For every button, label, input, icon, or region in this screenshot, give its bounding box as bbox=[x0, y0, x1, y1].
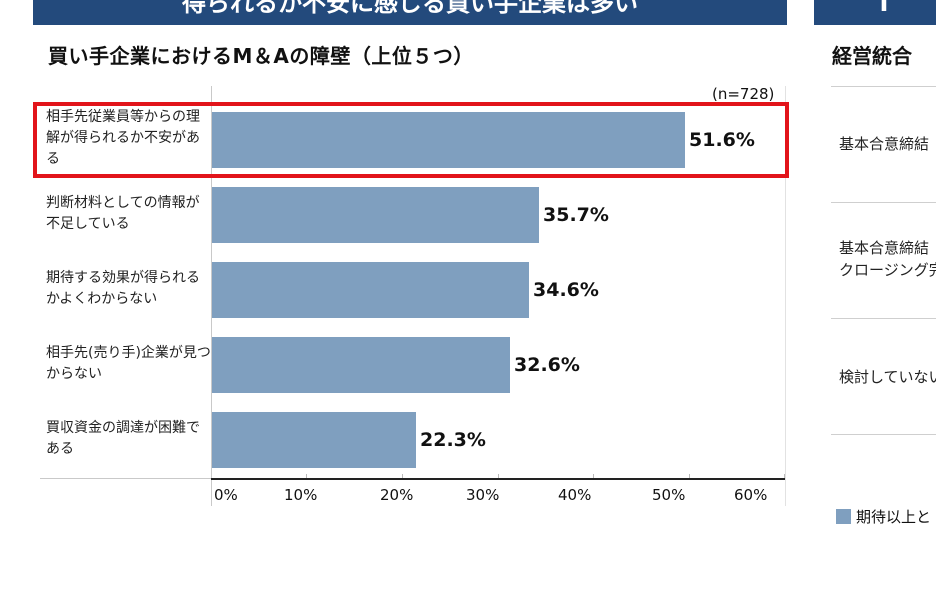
right-row-label: 検討していない bbox=[839, 368, 936, 386]
x-tick bbox=[593, 474, 594, 478]
category-label: 期待する効果が得られるかよくわからない bbox=[46, 270, 200, 307]
bar bbox=[212, 412, 416, 468]
sample-size-label: (n=728) bbox=[712, 85, 775, 103]
right-chart-title: 経営統合 bbox=[832, 44, 912, 68]
x-tick bbox=[689, 474, 690, 478]
right-border-line bbox=[785, 86, 786, 506]
axis-extension-line bbox=[40, 478, 211, 479]
highlight-box bbox=[33, 102, 789, 178]
bar-value-label: 35.7% bbox=[543, 204, 609, 226]
bar bbox=[212, 112, 685, 168]
x-tick-label: 10% bbox=[284, 486, 318, 504]
bar-value-label: 32.6% bbox=[514, 354, 580, 376]
bar-value-label: 34.6% bbox=[533, 279, 599, 301]
chart-title: 買い手企業におけるM＆Aの障壁（上位５つ） bbox=[48, 44, 474, 68]
category-label: 相手先(売り手)企業が見つからない bbox=[46, 345, 211, 382]
legend-label: 期待以上と bbox=[856, 508, 932, 526]
x-tick bbox=[402, 474, 403, 478]
x-tick-label: 0% bbox=[214, 486, 238, 504]
x-tick bbox=[784, 474, 785, 478]
bar bbox=[212, 187, 539, 243]
category-label: 相手先従業員等からの理解が得られるか不安がある bbox=[46, 109, 200, 167]
x-axis-line bbox=[211, 478, 785, 480]
x-tick-label: 40% bbox=[558, 486, 592, 504]
category-label: 買収資金の調達が困難である bbox=[46, 420, 200, 457]
bar-value-label: 51.6% bbox=[689, 129, 755, 151]
banner-title: 得られるか不安に感じる買い手企業は多い bbox=[182, 0, 638, 17]
header-banner-right: I bbox=[814, 0, 936, 25]
right-row-label: 基本合意締結 bbox=[839, 135, 930, 153]
row-divider bbox=[831, 318, 936, 319]
bar-value-label: 22.3% bbox=[420, 429, 486, 451]
category-label: 判断材料としての情報が不足している bbox=[46, 195, 200, 232]
legend-swatch-icon bbox=[836, 509, 851, 524]
legend: 期待以上と bbox=[836, 506, 931, 527]
row-divider bbox=[831, 434, 936, 435]
bar bbox=[212, 337, 510, 393]
x-tick bbox=[306, 474, 307, 478]
banner-title-right: I bbox=[879, 0, 889, 17]
x-tick-label: 30% bbox=[466, 486, 500, 504]
x-tick-label: 50% bbox=[652, 486, 686, 504]
x-tick-label: 20% bbox=[380, 486, 414, 504]
row-divider bbox=[831, 86, 936, 87]
x-tick-label: 60% bbox=[734, 486, 768, 504]
row-divider bbox=[831, 202, 936, 203]
bar bbox=[212, 262, 529, 318]
x-tick bbox=[498, 474, 499, 478]
header-banner-left: 得られるか不安に感じる買い手企業は多い bbox=[33, 0, 787, 25]
y-axis-line bbox=[211, 86, 212, 506]
right-row-label: 基本合意締結 クロージング完 bbox=[839, 239, 936, 279]
